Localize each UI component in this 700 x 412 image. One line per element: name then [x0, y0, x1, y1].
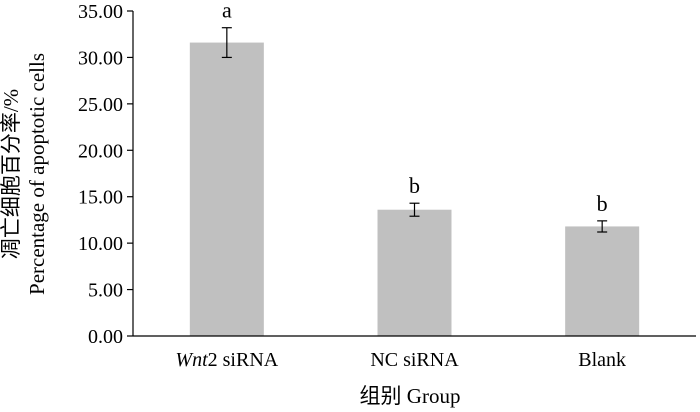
y-tick-label: 25.00: [78, 94, 123, 116]
y-tick-label: 0.00: [88, 326, 123, 348]
bar: [565, 226, 640, 336]
x-tick-label: NC siRNA: [370, 349, 459, 371]
significance-letter: b: [409, 173, 420, 198]
significance-letter: b: [597, 191, 608, 216]
x-axis-tick-labels: Wnt2 siRNA NC siRNA Blank: [175, 349, 626, 371]
y-tick-label: 5.00: [88, 280, 123, 302]
bars: [189, 42, 640, 336]
y-tick-label: 15.00: [78, 187, 123, 209]
significance-letter: a: [222, 0, 232, 23]
error-bars: [221, 27, 608, 233]
x-tick-label: Wnt2 siRNA: [175, 349, 278, 371]
bar: [377, 209, 452, 336]
y-tick-label: 10.00: [78, 233, 123, 255]
x-tick-label: Blank: [578, 349, 626, 371]
x-axis-title: 组别 Group: [360, 384, 461, 408]
y-axis-ticks: 0.00 5.00 10.00 15.00 20.00 25.00 30.00 35.00: [78, 1, 133, 348]
significance-letters: a b b: [222, 0, 608, 216]
axes: [132, 11, 696, 337]
y-tick-label: 20.00: [78, 140, 123, 162]
y-axis-title-english: Percentage of apoptotic cells: [25, 53, 49, 295]
bar: [189, 42, 264, 336]
y-axis-title-chinese: 凋亡细胞百分率/%: [0, 89, 23, 259]
y-tick-label: 30.00: [78, 47, 123, 69]
y-tick-label: 35.00: [78, 1, 123, 23]
